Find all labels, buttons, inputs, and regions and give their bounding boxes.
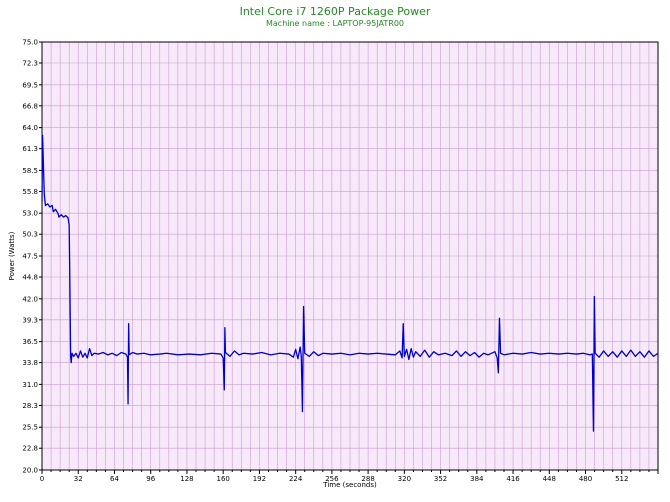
y-tick-label: 39.3 — [22, 316, 38, 324]
y-tick-label: 44.8 — [22, 274, 38, 282]
x-tick-label: 448 — [543, 475, 556, 483]
y-tick-label: 72.3 — [22, 60, 38, 68]
chart-subtitle: Machine name : LAPTOP-95JATR00 — [265, 19, 405, 28]
y-tick-label: 64.0 — [22, 124, 38, 132]
x-tick-label: 224 — [289, 475, 303, 483]
x-tick-label: 320 — [398, 475, 411, 483]
y-tick-label: 25.5 — [22, 424, 38, 432]
x-tick-label: 96 — [146, 475, 155, 483]
x-tick-label: 384 — [470, 475, 484, 483]
y-tick-label: 55.8 — [22, 188, 38, 196]
x-tick-label: 352 — [434, 475, 447, 483]
x-tick-label: 64 — [110, 475, 119, 483]
x-tick-label: 256 — [325, 475, 339, 483]
y-tick-label: 50.3 — [22, 231, 38, 239]
y-axis: 20.0 22.8 25.5 28.3 31.0 33.8 36.5 39.3 42.0 44.8… — [22, 39, 42, 475]
y-tick-label: 42.0 — [22, 295, 38, 303]
y-tick-label: 61.3 — [22, 145, 38, 153]
x-tick-label: 192 — [253, 475, 266, 483]
x-axis: 0 32 64 96 128 160 192 224 256 288 320 352 384 416 448… — [40, 470, 659, 483]
x-tick-label: 480 — [579, 475, 592, 483]
x-tick-label: 128 — [180, 475, 193, 483]
y-tick-label: 53.0 — [22, 210, 38, 218]
y-tick-label: 66.8 — [22, 102, 38, 110]
x-tick-label: 288 — [361, 475, 374, 483]
x-tick-label: 0 — [40, 475, 44, 483]
y-tick-label: 58.5 — [22, 167, 38, 175]
x-tick-label: 160 — [216, 475, 229, 483]
y-axis-label: Power (Watts) — [8, 231, 16, 280]
x-tick-label: 416 — [506, 475, 520, 483]
x-tick-label: 512 — [615, 475, 628, 483]
y-tick-label: 28.3 — [22, 402, 38, 410]
x-axis-label: Time (seconds) — [322, 481, 377, 489]
y-tick-label: 47.5 — [22, 253, 38, 261]
y-tick-label: 22.8 — [22, 445, 38, 453]
series-group — [41, 134, 659, 432]
y-tick-label: 31.0 — [22, 381, 38, 389]
y-tick-label: 20.0 — [22, 467, 38, 475]
y-tick-label: 33.8 — [22, 359, 38, 367]
y-tick-label: 69.5 — [22, 81, 38, 89]
chart-title: Intel Core i7 1260P Package Power — [239, 5, 431, 18]
x-tick-label: 32 — [74, 475, 83, 483]
y-tick-label: 75.0 — [22, 39, 38, 47]
y-tick-label: 36.5 — [22, 338, 38, 346]
series-line-0 — [41, 134, 659, 432]
